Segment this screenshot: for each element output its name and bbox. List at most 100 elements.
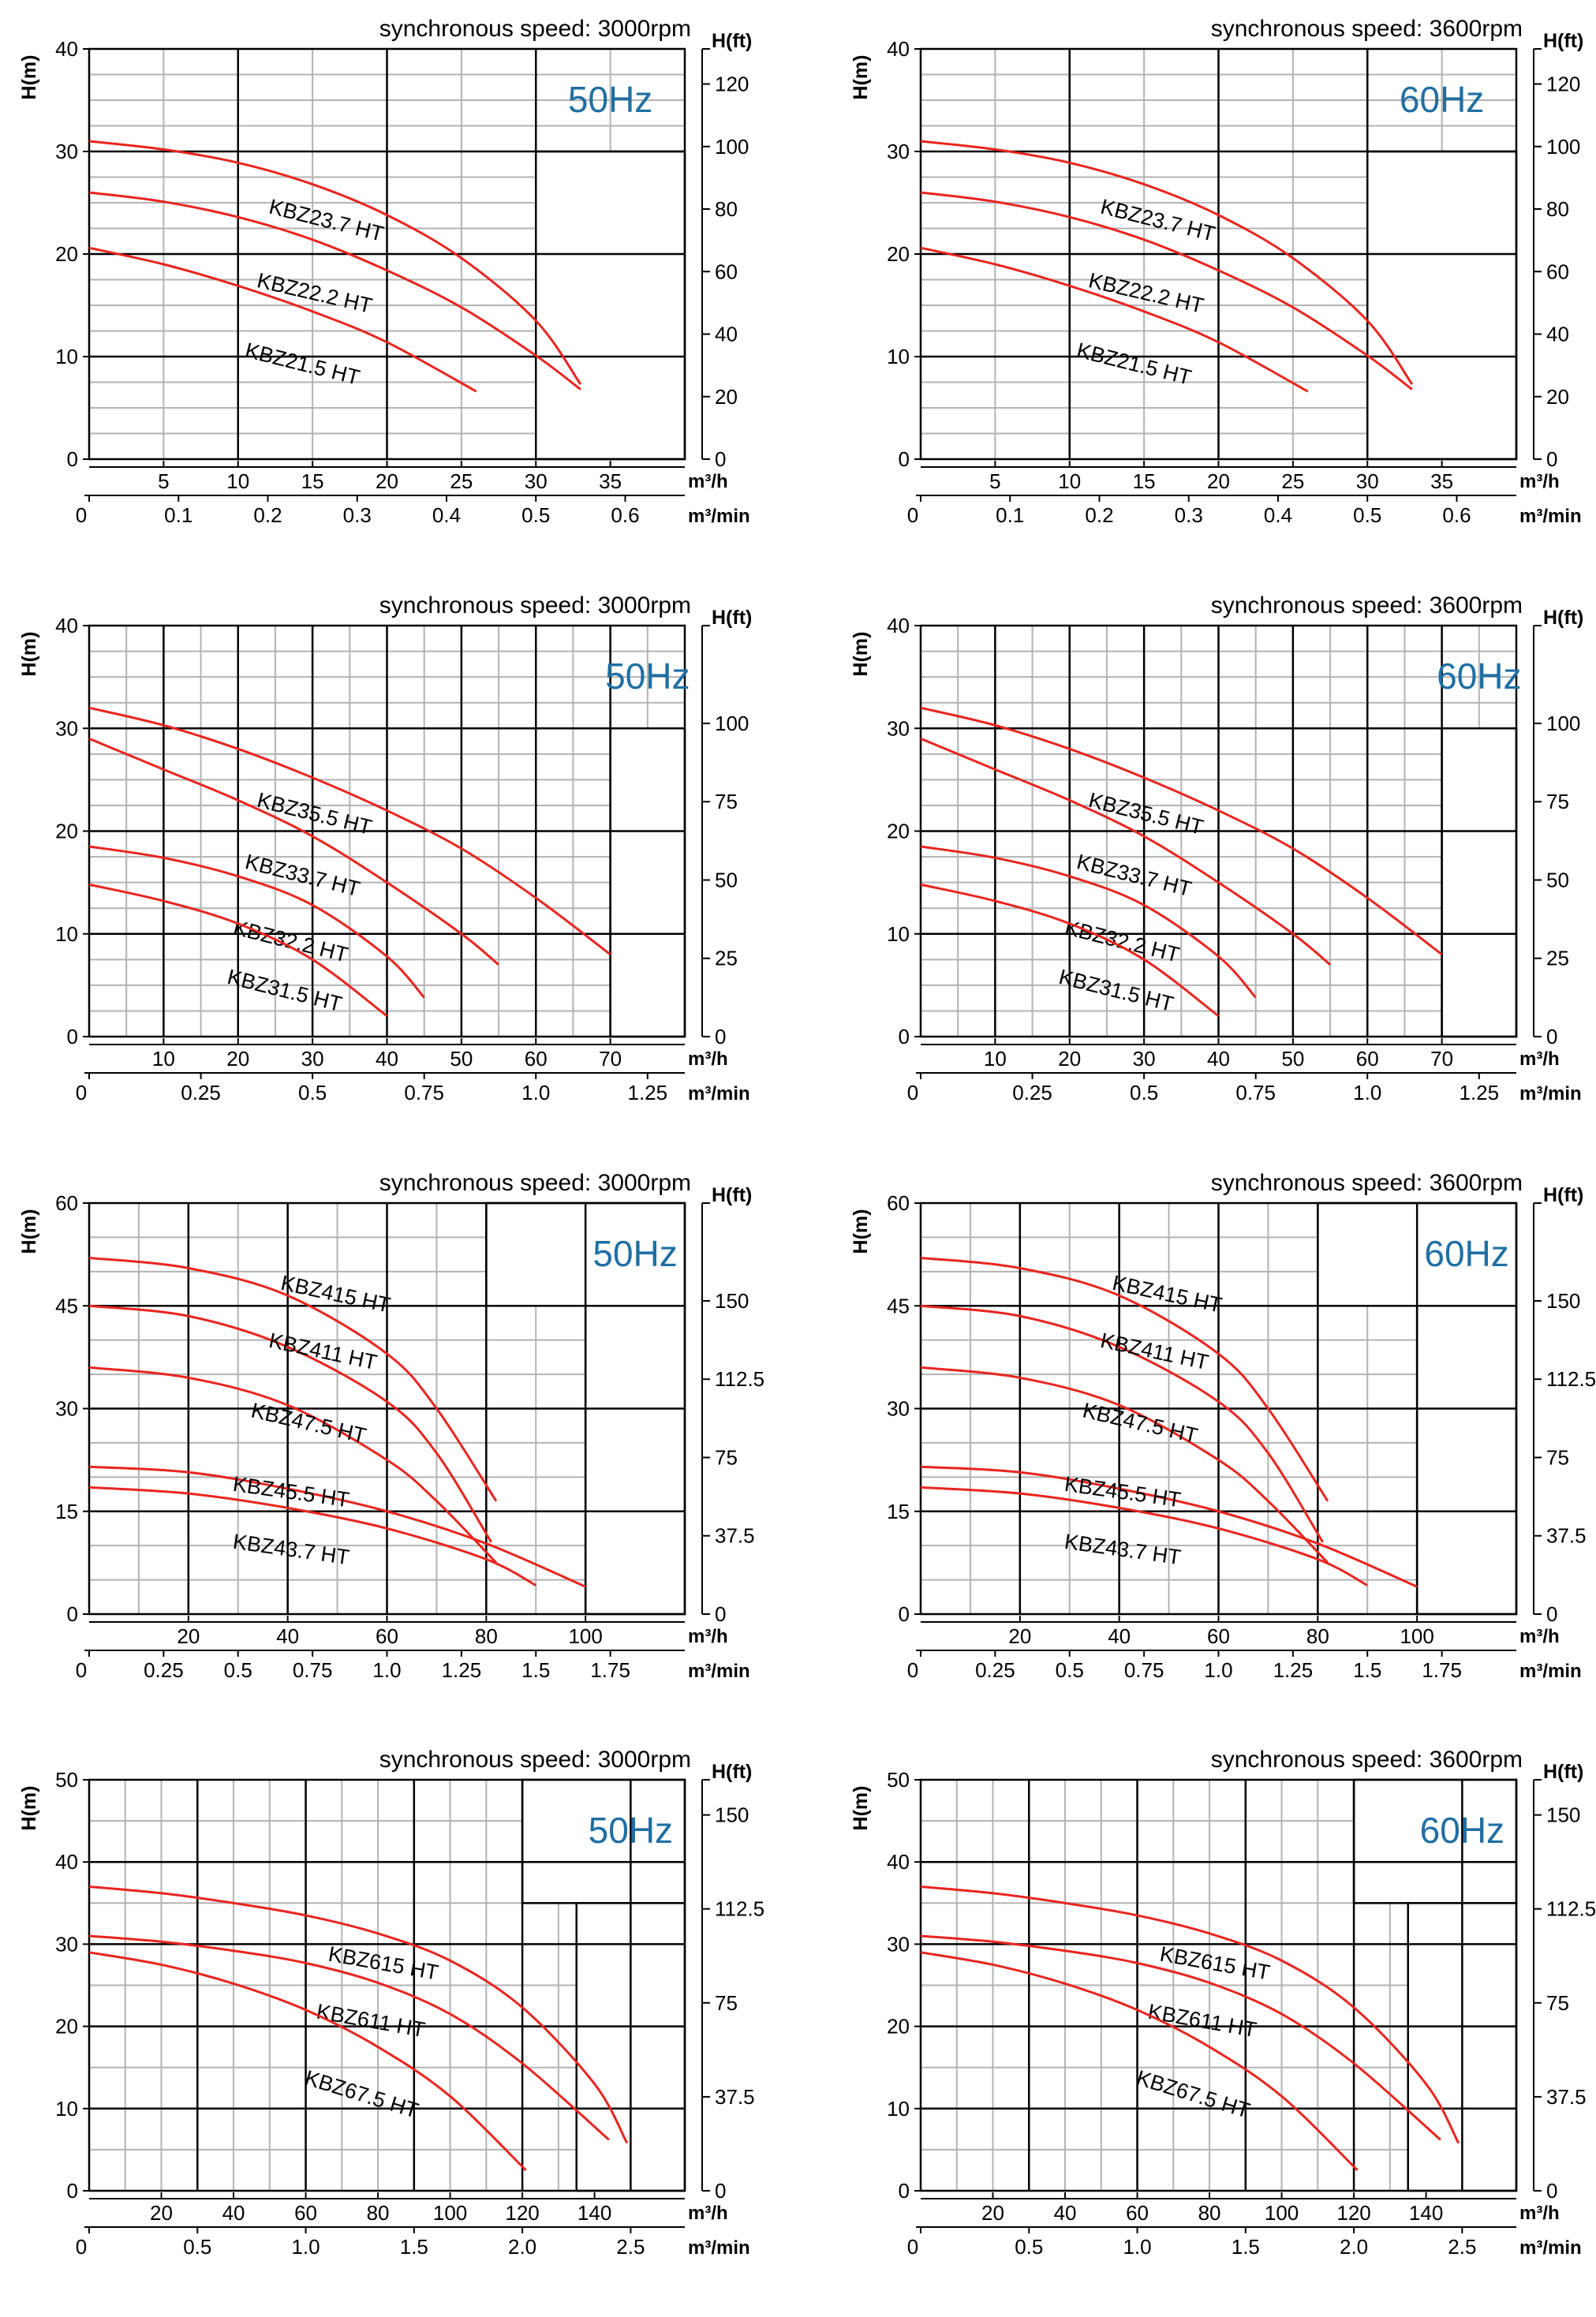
x2-tick-label: 1.0 <box>291 2235 320 2259</box>
x-tick-label: 60 <box>1126 2201 1149 2225</box>
x2-tick-label: 1.5 <box>521 1658 550 1682</box>
x2-tick-label: 0.1 <box>996 503 1024 527</box>
y-tick-label: 45 <box>55 1294 78 1317</box>
y2-axis-title: H(ft) <box>1543 1184 1583 1206</box>
curve-kbz22-2-ht <box>920 191 1413 391</box>
y-axis-title: H(m) <box>850 632 872 677</box>
x2-tick-label: 0 <box>76 503 87 527</box>
y-tick-label: 10 <box>887 345 910 368</box>
y-tick-label: 60 <box>55 1191 78 1215</box>
frequency-label: 50Hz <box>605 656 690 697</box>
y2-tick-label: 0 <box>1546 1602 1557 1626</box>
x-tick-label: 30 <box>1133 1047 1156 1071</box>
y-tick-label: 60 <box>887 1191 910 1215</box>
x2-tick-label: 1.75 <box>1422 1658 1462 1682</box>
x-tick-label: 20 <box>1207 469 1230 493</box>
y-tick-label: 20 <box>887 242 910 266</box>
curve-kbz43-7-ht <box>920 1485 1368 1586</box>
y-tick-label: 30 <box>55 1932 78 1956</box>
y2-tick-label: 75 <box>1546 1445 1569 1469</box>
y2-tick-label: 150 <box>1546 1289 1580 1313</box>
y2-tick-label: 75 <box>1546 1991 1569 2015</box>
y-tick-label: 20 <box>55 2015 78 2039</box>
x-tick-label: 20 <box>1008 1624 1031 1648</box>
x2-tick-label: 0.5 <box>298 1081 327 1104</box>
curve-kbz411-ht <box>920 1304 1324 1543</box>
y-axis-title: H(m) <box>18 1786 40 1831</box>
y2-tick-label: 50 <box>1546 868 1569 891</box>
x-tick-label: 25 <box>1281 469 1304 493</box>
curve-label: KBZ43.7 HT <box>1063 1530 1182 1569</box>
frequency-label: 50Hz <box>568 79 652 120</box>
x-tick-label: 140 <box>1409 2201 1443 2225</box>
y-tick-label: 50 <box>887 1768 910 1792</box>
y2-tick-label: 75 <box>715 1991 738 2015</box>
frequency-label: 60Hz <box>1400 79 1484 120</box>
y-tick-label: 15 <box>887 1500 910 1523</box>
x-tick-label: 100 <box>1265 2201 1299 2225</box>
x2-tick-label: 0.25 <box>144 1658 184 1682</box>
curve-kbz67-5-ht <box>920 1951 1359 2172</box>
y-tick-label: 15 <box>55 1500 78 1523</box>
chart-panel-6: 0 15 30 45 60 H(m) 0 37.5 75 112.5 150 H(ft) 20 40 60 8… <box>850 1170 1596 1682</box>
curve-label: KBZ31.5 HT <box>225 965 344 1016</box>
x2-tick-label: 0 <box>76 1081 87 1104</box>
x-tick-label: 60 <box>1356 1047 1379 1071</box>
x2-tick-label: 1.0 <box>372 1658 401 1682</box>
x-tick-label: 40 <box>376 1047 398 1071</box>
x-tick-label: 30 <box>525 469 548 493</box>
y-tick-label: 0 <box>67 2179 78 2203</box>
x-tick-label: 40 <box>1108 1624 1131 1648</box>
curve-kbz31-5-ht <box>920 883 1220 1018</box>
x2-tick-label: 0.2 <box>253 503 282 527</box>
x2-tick-label: 0.25 <box>1012 1081 1052 1104</box>
x2-tick-label: 0.4 <box>432 503 461 527</box>
y-tick-label: 10 <box>887 2097 910 2121</box>
x2-tick-label: 0.5 <box>224 1658 252 1682</box>
curve-kbz35-5-ht <box>88 706 611 955</box>
x-axis-unit: m³/h <box>1519 471 1560 492</box>
y2-tick-label: 112.5 <box>1546 1367 1596 1391</box>
x-tick-label: 10 <box>226 469 249 493</box>
grid-cutout <box>586 1306 684 1613</box>
curve-kbz32-2-ht <box>920 845 1257 999</box>
speed-label: synchronous speed: 3000rpm <box>379 16 691 42</box>
y2-axis-title: H(ft) <box>1543 1761 1583 1783</box>
x-tick-label: 140 <box>577 2201 611 2225</box>
x-tick-label: 20 <box>226 1047 249 1071</box>
x2-tick-label: 0.6 <box>1442 503 1471 527</box>
y2-tick-label: 20 <box>1546 385 1569 409</box>
x-tick-label: 100 <box>568 1624 602 1648</box>
x2-tick-label: 2.5 <box>1448 2235 1476 2259</box>
y-tick-label: 20 <box>887 820 910 843</box>
x2-tick-label: 0.5 <box>1130 1081 1158 1104</box>
x2-axis-unit: m³/min <box>1519 1083 1582 1104</box>
y2-tick-label: 0 <box>715 447 726 471</box>
frequency-label: 60Hz <box>1437 656 1521 697</box>
curve-kbz415-ht <box>920 1256 1329 1502</box>
y2-tick-label: 0 <box>1546 2179 1557 2203</box>
y-axis-title: H(m) <box>18 55 40 100</box>
grid-cutout <box>536 152 684 458</box>
curve-kbz611-ht <box>920 1934 1441 2141</box>
curve-kbz23-7-ht <box>920 140 1414 385</box>
y-tick-label: 40 <box>887 37 910 61</box>
y-tick-label: 0 <box>67 1025 78 1048</box>
curve-label: KBZ47.5 HT <box>249 1399 369 1448</box>
x-axis-unit: m³/h <box>1519 1048 1560 1070</box>
y2-tick-label: 37.5 <box>715 1524 755 1548</box>
y-tick-label: 10 <box>55 922 78 946</box>
y-tick-label: 0 <box>67 447 78 471</box>
x2-tick-label: 0.3 <box>1175 503 1203 527</box>
curve-kbz615-ht <box>920 1885 1460 2144</box>
frequency-label: 50Hz <box>589 1810 673 1851</box>
y-tick-label: 0 <box>899 447 910 471</box>
y2-tick-label: 25 <box>715 947 738 970</box>
curve-kbz33-7-ht <box>88 737 500 966</box>
x2-tick-label: 1.0 <box>1204 1658 1232 1682</box>
x-tick-label: 100 <box>433 2201 467 2225</box>
x-tick-label: 35 <box>599 469 622 493</box>
y-axis-title: H(m) <box>850 1209 872 1254</box>
x-tick-label: 80 <box>1306 1624 1329 1648</box>
